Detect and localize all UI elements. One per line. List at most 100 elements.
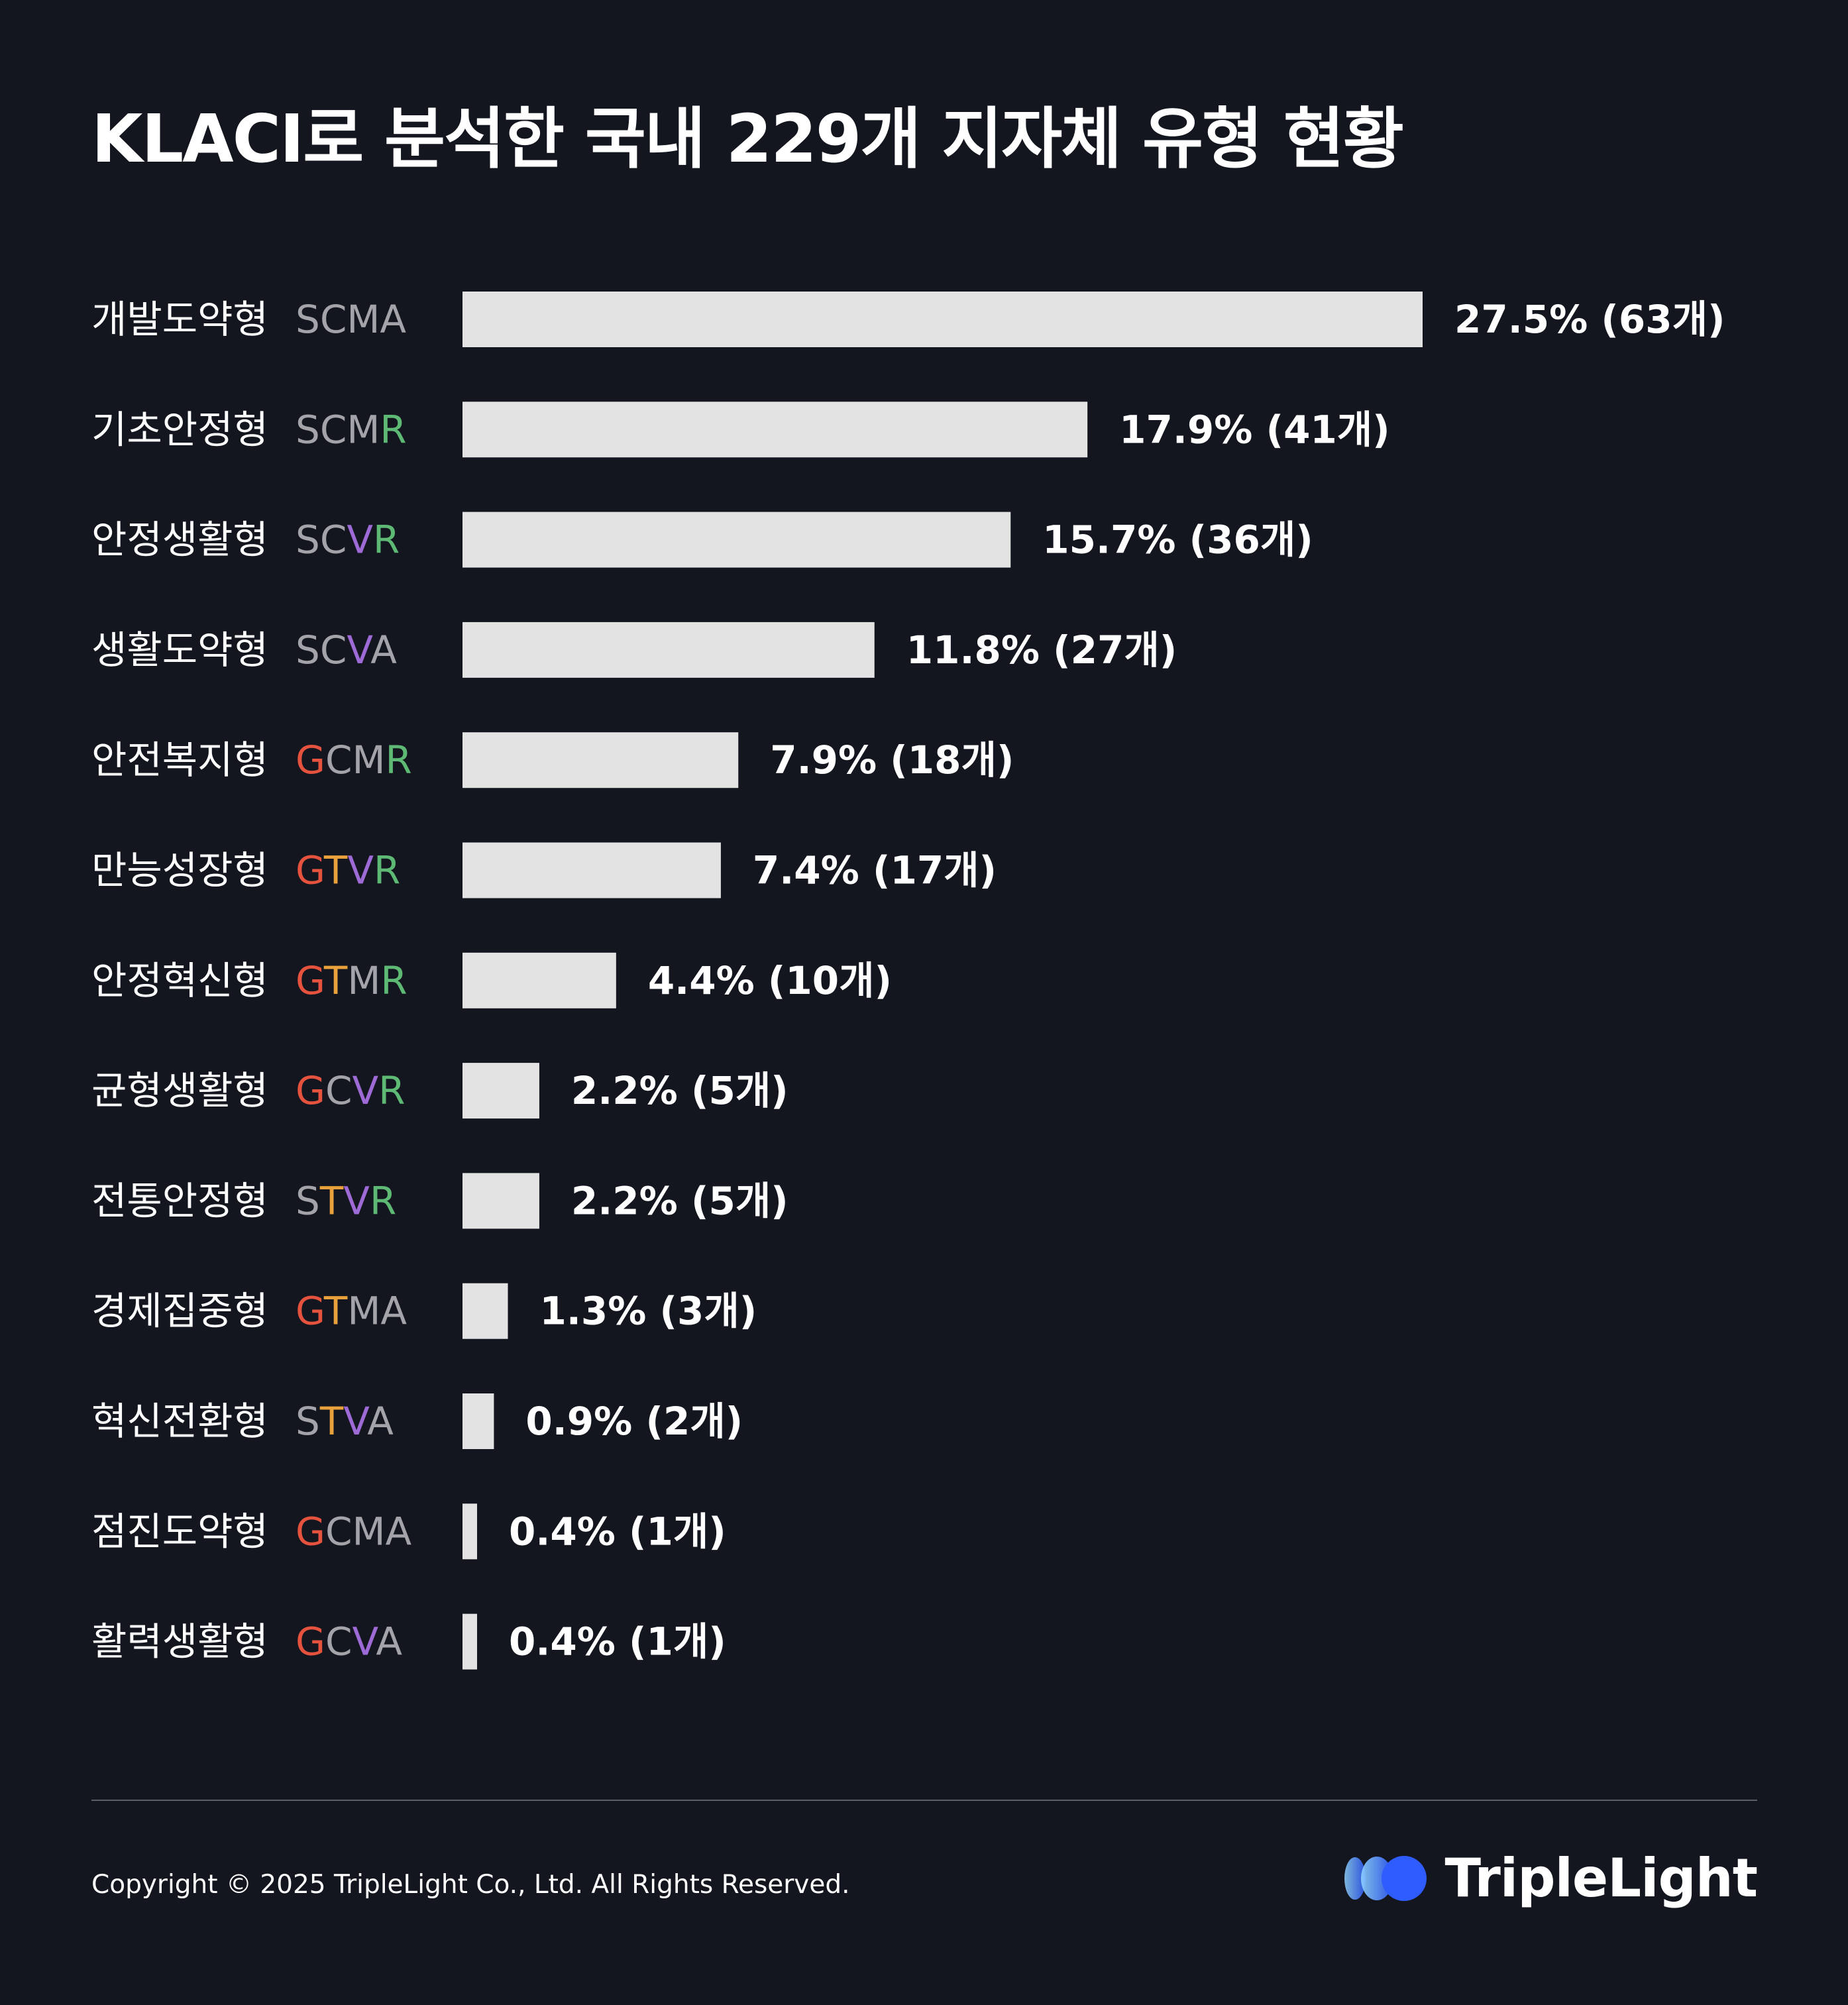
bar (462, 1393, 494, 1449)
type-code-label: SCVR (296, 517, 400, 563)
type-code-label: GTMR (296, 958, 408, 1003)
bar-row: 안전복지형 GCMR 7.9% (18개) (91, 732, 1014, 788)
value-label: 7.4% (17개) (753, 848, 997, 893)
bar-row: 만능성장형 GTVR 7.4% (17개) (91, 842, 997, 898)
category-label: 안전복지형 (91, 737, 268, 783)
type-code-letter: G (296, 1619, 325, 1664)
bar (462, 1283, 508, 1339)
bar-row: 기초안정형 SCMR 17.9% (41개) (91, 402, 1390, 458)
bar (462, 842, 721, 898)
bar-row: 개발도약형 SCMA 27.5% (63개) (91, 292, 1725, 347)
type-code-letter: A (376, 1619, 402, 1664)
bar-row: 경제집중형 GTMA 1.3% (3개) (91, 1283, 757, 1339)
type-code-label: GTMA (296, 1289, 407, 1334)
bar-row: 혁신전환형 STVA 0.9% (2개) (91, 1393, 743, 1449)
value-label: 15.7% (36개) (1042, 517, 1313, 563)
bar (462, 402, 1088, 458)
value-label: 4.4% (10개) (648, 958, 892, 1003)
type-code-letter: S (296, 407, 320, 452)
type-code-label: GCVA (296, 1619, 402, 1664)
type-code-letter: C (325, 1619, 353, 1664)
value-label: 1.3% (3개) (539, 1289, 757, 1334)
type-code-letter: R (373, 517, 400, 563)
type-code-letter: M (347, 1289, 380, 1334)
bar (462, 1173, 539, 1229)
type-code-letter: A (380, 1289, 407, 1334)
value-label: 2.2% (5개) (571, 1178, 788, 1223)
copyright-text: Copyright © 2025 TripleLight Co., Ltd. A… (91, 1870, 850, 1900)
value-label: 11.8% (27개) (906, 627, 1177, 673)
type-code-letter: C (320, 627, 347, 673)
category-label: 기초안정형 (91, 407, 268, 452)
type-code-letter: C (325, 1068, 353, 1113)
bar (462, 292, 1423, 347)
bar-row: 생활도약형 SCVA 11.8% (27개) (91, 622, 1177, 678)
type-code-letter: G (296, 958, 324, 1003)
value-label: 0.4% (1개) (509, 1509, 726, 1554)
type-code-letter: V (343, 1399, 370, 1444)
value-label: 17.9% (41개) (1119, 407, 1390, 452)
category-label: 점진도약형 (91, 1509, 268, 1554)
type-code-letter: S (296, 297, 320, 342)
brand-name: TripleLight (1444, 1847, 1758, 1909)
type-code-letter: G (296, 1509, 325, 1554)
bar (462, 622, 875, 678)
type-code-letter: T (323, 1289, 348, 1334)
type-code-label: GTVR (296, 848, 400, 893)
type-code-letter: G (296, 1068, 325, 1113)
type-code-letter: M (347, 958, 380, 1003)
bar-row: 안정생활형 SCVR 15.7% (36개) (91, 512, 1313, 568)
category-label: 혁신전환형 (91, 1399, 268, 1444)
chart-title: KLACI로 분석한 국내 229개 지자체 유형 현황 (91, 100, 1404, 178)
type-code-letter: G (296, 1289, 324, 1334)
type-code-label: GCMR (296, 737, 412, 783)
bar (462, 952, 616, 1008)
type-code-letter: C (320, 407, 347, 452)
type-code-letter: R (380, 407, 406, 452)
category-label: 만능성장형 (91, 848, 268, 893)
type-code-letter: S (296, 1399, 320, 1444)
type-code-letter: G (296, 848, 324, 893)
type-code-letter: G (296, 737, 325, 783)
bar-row: 안정혁신형 GTMR 4.4% (10개) (91, 952, 892, 1008)
type-code-letter: V (347, 848, 374, 893)
triplelight-logo-icon (1344, 1855, 1427, 1901)
bar (462, 1063, 539, 1119)
type-code-letter: R (386, 737, 412, 783)
type-code-letter: T (319, 1178, 344, 1223)
bar-chart: 개발도약형 SCMA 27.5% (63개)기초안정형 SCMR 17.9% (41개)… (91, 292, 1725, 1670)
type-code-label: STVR (296, 1178, 396, 1223)
type-code-letter: T (323, 958, 348, 1003)
value-label: 27.5% (63개) (1454, 297, 1725, 342)
type-code-letter: V (343, 1178, 370, 1223)
type-code-label: SCMR (296, 407, 407, 452)
type-code-letter: M (352, 737, 385, 783)
category-label: 활력생활형 (91, 1619, 268, 1664)
type-code-letter: M (352, 1509, 385, 1554)
type-code-letter: V (347, 517, 373, 563)
type-code-letter: S (296, 627, 320, 673)
type-code-label: SCVA (296, 627, 397, 673)
category-label: 생활도약형 (91, 627, 268, 673)
type-code-letter: A (380, 297, 406, 342)
type-code-letter: V (352, 1619, 378, 1664)
bar (462, 1613, 477, 1670)
type-code-letter: S (296, 517, 320, 563)
bar (462, 512, 1011, 568)
type-code-label: GCMA (296, 1509, 412, 1554)
bar (462, 1503, 477, 1560)
type-code-letter: T (319, 1399, 344, 1444)
type-code-letter: A (386, 1509, 412, 1554)
category-label: 안정혁신형 (91, 958, 268, 1003)
type-code-letter: V (347, 627, 373, 673)
type-code-letter: S (296, 1178, 320, 1223)
type-code-label: SCMA (296, 297, 406, 342)
type-code-letter: C (320, 297, 347, 342)
type-code-letter: R (380, 958, 407, 1003)
bar (462, 732, 739, 788)
type-code-letter: C (325, 1509, 353, 1554)
footer-divider (91, 1800, 1757, 1801)
value-label: 0.9% (2개) (525, 1399, 743, 1444)
type-code-letter: A (367, 1399, 394, 1444)
category-label: 전통안정형 (91, 1178, 268, 1223)
